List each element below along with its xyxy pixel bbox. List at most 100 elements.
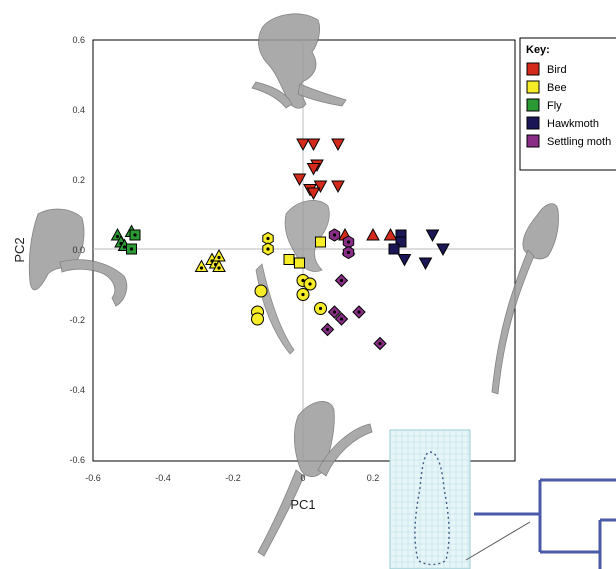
legend-label: Bird <box>547 64 567 76</box>
bird-marker-shape <box>306 163 321 176</box>
legend-item-bee: Bee <box>526 80 567 94</box>
y-tick-label: -0.2 <box>69 315 85 325</box>
fly-marker-center-dot <box>122 245 127 249</box>
y-axis-label: PC2 <box>12 237 27 262</box>
bee-point <box>315 236 326 248</box>
bee-marker-shape <box>283 254 295 265</box>
hawkmoth-marker-shape <box>425 229 440 243</box>
bee-point <box>254 284 268 298</box>
legend-swatch <box>526 98 540 112</box>
x-tick-label: 0 <box>300 473 305 483</box>
bird-marker-shape <box>313 180 328 194</box>
bird-marker-shape <box>306 138 321 152</box>
hawkmoth-point <box>425 229 440 243</box>
inset-grid-figure <box>389 429 616 569</box>
hawkmoth-point <box>395 236 407 248</box>
bird-marker-shape <box>331 138 345 152</box>
inset-grid-panel <box>389 429 471 569</box>
bee-point <box>283 254 295 265</box>
legend-swatch <box>526 134 540 148</box>
dendrogram-branches <box>474 478 616 569</box>
hawkmoth-marker-shape <box>418 257 433 271</box>
y-tick-label: -0.4 <box>69 385 85 395</box>
y-tick-label: 0.0 <box>72 245 85 255</box>
settling-moth-marker-center-dot <box>346 250 351 255</box>
flower-illustration-right <box>491 203 559 395</box>
bird-point <box>383 227 398 241</box>
hawkmoth-point <box>397 254 412 267</box>
hawkmoth-marker-shape <box>436 243 450 257</box>
settling-moth-marker-center-dot <box>339 278 344 283</box>
y-axis-ticks: 0.6 0.4 0.2 0.0 -0.2 -0.4 -0.6 <box>69 35 85 465</box>
fly-marker-center-dot <box>115 234 120 239</box>
legend-swatch <box>526 62 540 76</box>
bee-marker-shape <box>212 259 226 272</box>
settling-moth-marker-center-dot <box>339 317 344 321</box>
bee-marker-shape <box>294 257 305 269</box>
bird-point <box>296 138 310 152</box>
flower-illustration-top <box>251 13 347 109</box>
bird-point <box>313 180 328 194</box>
bird-marker-shape <box>383 227 398 241</box>
legend-item-settling-moth: Settling moth <box>526 134 611 148</box>
bee-marker-center-dot <box>217 255 221 260</box>
hawkmoth-marker-shape <box>397 254 412 267</box>
hawkmoth-point <box>418 257 433 271</box>
flower-illustration-left <box>28 208 128 307</box>
bee-marker-center-dot <box>217 266 221 270</box>
legend-label: Fly <box>547 100 562 112</box>
x-axis-ticks: -0.6 -0.4 -0.2 0 0.2 <box>85 473 379 483</box>
fly-point <box>126 243 137 255</box>
settling-moth-point <box>320 322 335 337</box>
bird-point <box>331 180 345 194</box>
bee-marker-center-dot <box>301 292 305 297</box>
settling-moth-point <box>334 312 349 326</box>
settling-moth-point <box>328 228 341 242</box>
legend: Key: Bird Bee Fly Hawkmoth Settling moth <box>519 37 616 171</box>
settling-moth-point <box>352 305 366 319</box>
bee-marker-shape <box>254 284 268 298</box>
inset-connector-arrow <box>465 521 531 561</box>
bee-marker-center-dot <box>266 247 270 251</box>
hawkmoth-marker-shape <box>388 243 400 255</box>
settling-moth-point <box>342 245 355 260</box>
fly-point <box>129 229 141 241</box>
bee-marker-center-dot <box>266 236 270 241</box>
bee-marker-center-dot <box>301 278 305 283</box>
bee-point <box>212 259 226 272</box>
x-tick-label: 0.2 <box>367 473 380 483</box>
bee-marker-center-dot <box>199 266 204 270</box>
bee-point <box>194 259 209 272</box>
y-tick-label: 0.4 <box>72 105 85 115</box>
bee-point <box>296 288 310 301</box>
hawkmoth-point <box>436 243 450 257</box>
settling-moth-point <box>327 305 342 319</box>
settling-moth-marker-center-dot <box>332 233 337 237</box>
bee-point <box>251 312 264 326</box>
settling-moth-marker-center-dot <box>346 240 351 244</box>
bird-marker-shape <box>306 187 321 201</box>
settling-moth-point <box>373 336 387 351</box>
bee-point <box>294 257 305 269</box>
legend-item-fly: Fly <box>526 98 562 112</box>
x-axis-label: PC1 <box>290 497 315 512</box>
legend-swatch <box>526 80 540 94</box>
flower-illustration-bottom <box>257 401 373 557</box>
bee-marker-center-dot <box>308 282 312 286</box>
bird-point <box>292 173 307 187</box>
bee-point <box>303 277 317 291</box>
x-tick-label: -0.6 <box>85 473 101 483</box>
legend-label: Settling moth <box>547 136 611 148</box>
fly-marker-center-dot <box>133 233 137 237</box>
bee-point <box>314 302 327 315</box>
legend-label: Hawkmoth <box>547 118 599 130</box>
bee-marker-shape <box>194 259 209 272</box>
settling-moth-point <box>342 235 355 249</box>
y-tick-label: 0.2 <box>72 175 85 185</box>
bee-marker-center-dot <box>318 306 323 311</box>
bird-marker-shape <box>292 173 307 187</box>
hawkmoth-point <box>388 243 400 255</box>
bird-point <box>306 163 321 176</box>
legend-title: Key: <box>526 44 550 56</box>
